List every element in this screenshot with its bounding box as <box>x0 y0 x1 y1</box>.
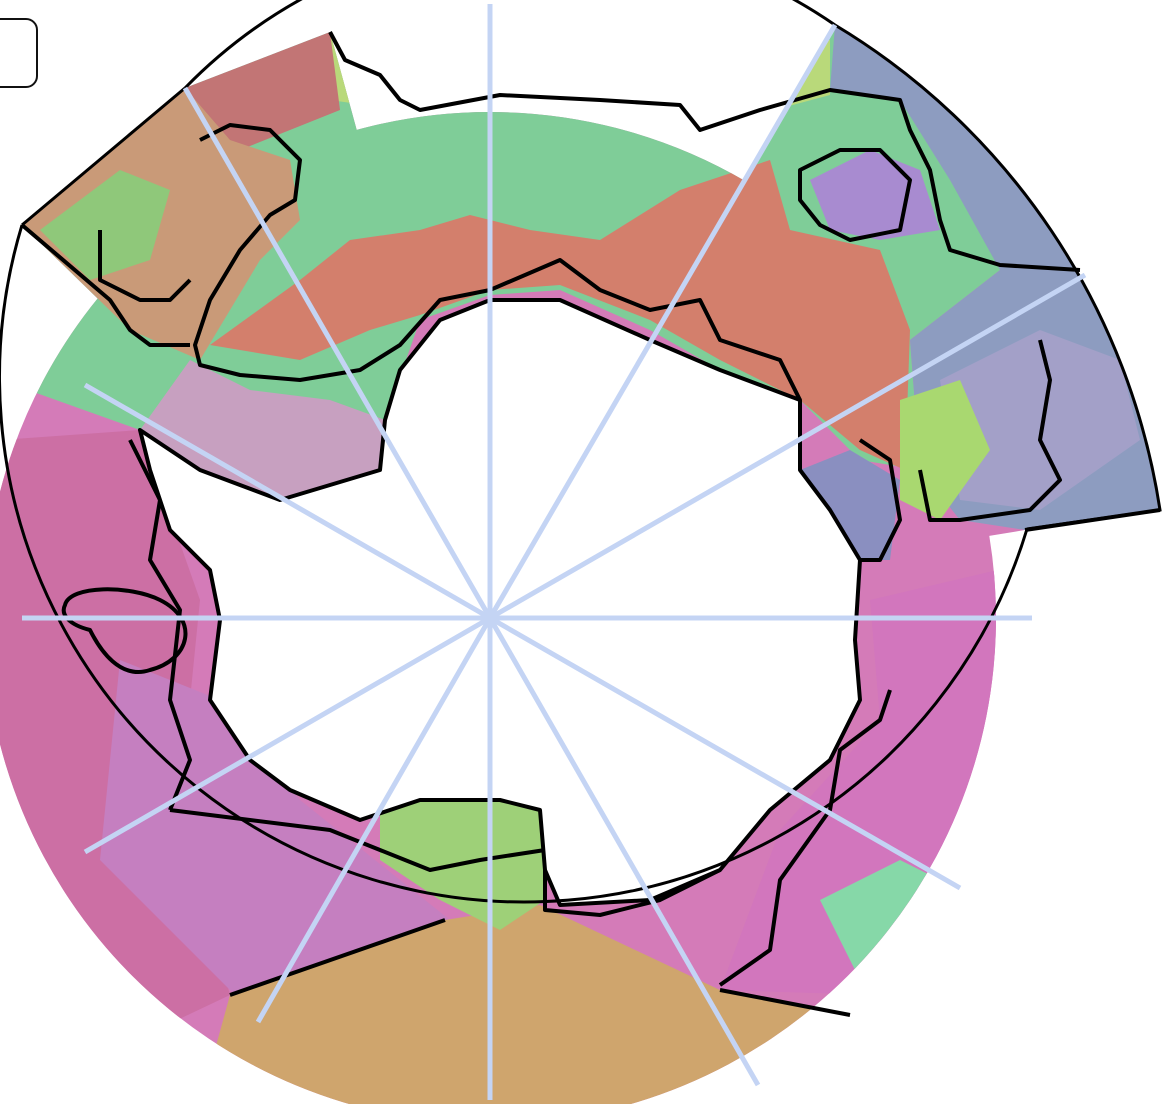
meridian <box>488 272 1087 621</box>
meridian <box>255 616 493 1024</box>
boundary-line <box>718 689 892 987</box>
region-south <box>200 905 900 1104</box>
region-northwest-rim <box>185 32 340 150</box>
meridian <box>83 382 492 621</box>
menu-button[interactable] <box>0 18 38 88</box>
meridian <box>83 615 492 855</box>
region-wedge-west-green <box>40 170 170 280</box>
boundaries <box>20 31 1161 1017</box>
region-wedge-east-lilac <box>940 330 1140 510</box>
meridian <box>182 86 493 620</box>
boundary-line <box>719 988 851 1017</box>
region-shelf-west <box>140 360 385 500</box>
boundary-line <box>328 31 1081 272</box>
meridian <box>488 615 962 891</box>
boundary-line <box>193 123 802 401</box>
boundary-line <box>798 148 912 242</box>
graticule <box>22 4 1087 1100</box>
boundary-line <box>850 438 902 562</box>
boundary-line <box>98 230 192 302</box>
boundary-line <box>61 587 188 674</box>
region-wedge-west <box>22 88 300 360</box>
boundary-line <box>229 918 446 997</box>
meridian <box>487 23 838 620</box>
boundary-line <box>918 339 1062 522</box>
wedge-outline <box>834 23 1162 531</box>
region-salmon <box>210 160 910 470</box>
region-southwest <box>100 660 450 1000</box>
region-shelf-east <box>800 450 900 560</box>
map-outline <box>0 224 1029 904</box>
boundary-line <box>169 808 721 917</box>
map-outline <box>183 0 836 90</box>
meridian <box>487 616 761 1087</box>
region-wedge-east-purple <box>810 150 940 240</box>
region-shelf-south <box>380 790 545 930</box>
boundary-line <box>20 223 190 347</box>
wedge-outline <box>21 86 186 227</box>
